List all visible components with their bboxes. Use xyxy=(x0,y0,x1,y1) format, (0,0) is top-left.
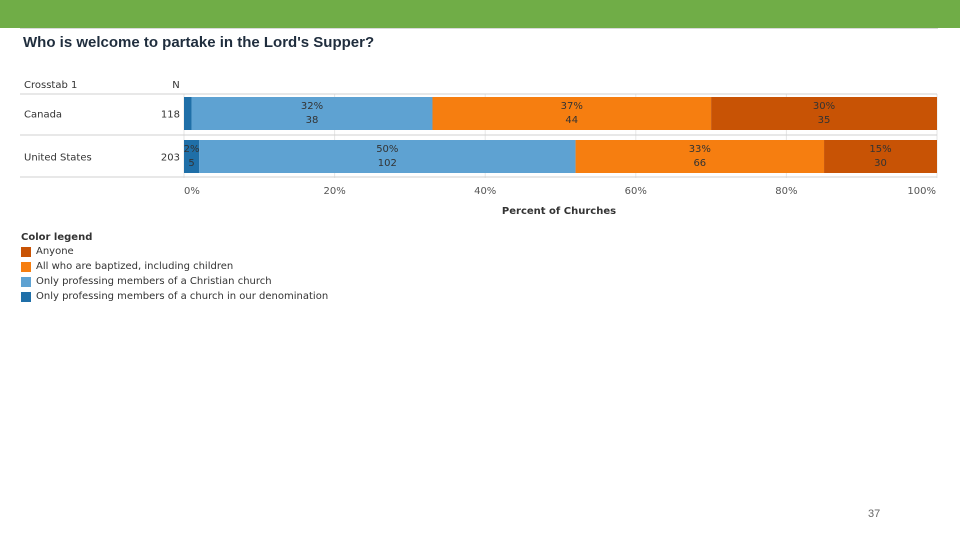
legend-swatch xyxy=(21,246,31,257)
table-header-label: Crosstab 1 xyxy=(24,80,77,91)
legend-item: Anyone xyxy=(21,244,328,259)
bar-segment xyxy=(432,97,712,130)
legend-swatch xyxy=(21,291,31,302)
x-tick-label: 0% xyxy=(184,186,200,197)
legend-items: Anyone All who are baptized, including ch… xyxy=(21,244,328,304)
bar-segment xyxy=(824,140,937,173)
legend-item: All who are baptized, including children xyxy=(21,259,328,274)
bar-pct-label: 37% xyxy=(561,101,583,112)
bar-segment xyxy=(575,140,825,173)
x-tick-label: 20% xyxy=(323,186,345,197)
bar-count-label: 44 xyxy=(565,115,578,126)
x-tick-label: 40% xyxy=(474,186,496,197)
x-tick-label: 60% xyxy=(625,186,647,197)
legend-label: Anyone xyxy=(36,246,74,257)
bar-pct-label: 32% xyxy=(301,101,323,112)
bar-count-label: 38 xyxy=(306,115,319,126)
bar-count-label: 5 xyxy=(188,158,194,169)
legend-label: Only professing members of a Christian c… xyxy=(36,276,272,287)
legend-swatch xyxy=(21,261,31,272)
legend-item: Only professing members of a Christian c… xyxy=(21,274,328,289)
row-n-value: 203 xyxy=(161,153,180,164)
bar-segment xyxy=(711,97,937,130)
x-axis-title: Percent of Churches xyxy=(502,206,616,217)
bar-count-label: 30 xyxy=(874,158,887,169)
page-number: 37 xyxy=(868,508,881,520)
stacked-bar-chart: Crosstab 1 N Canada 118 32% 38 37% 44 30% 35 Unite… xyxy=(20,80,938,217)
bar-segment xyxy=(184,97,192,130)
bar-pct-label: 15% xyxy=(869,144,891,155)
table-header-n: N xyxy=(172,80,179,91)
bar-segment xyxy=(199,140,576,173)
bar-count-label: 66 xyxy=(693,158,706,169)
top-accent-bar xyxy=(0,0,960,28)
legend-title: Color legend xyxy=(21,232,93,243)
title-divider xyxy=(20,28,938,29)
x-tick-label: 100% xyxy=(907,186,936,197)
bar-pct-label: 2% xyxy=(184,144,200,155)
bar-count-label: 35 xyxy=(818,115,831,126)
legend-label: All who are baptized, including children xyxy=(36,261,234,272)
legend-swatch xyxy=(21,276,31,287)
bar-pct-label: 50% xyxy=(376,144,398,155)
bar-segment xyxy=(191,97,433,130)
row-label: Canada xyxy=(24,110,62,121)
bar-segment xyxy=(184,140,200,173)
row-n-value: 118 xyxy=(161,110,180,121)
legend-label: Only professing members of a church in o… xyxy=(36,291,329,302)
bar-pct-label: 30% xyxy=(813,101,835,112)
x-tick-label: 80% xyxy=(775,186,797,197)
legend-item: Only professing members of a church in o… xyxy=(21,289,328,304)
bar-count-label: 102 xyxy=(378,158,397,169)
color-legend: Color legend Anyone All who are baptized,… xyxy=(21,232,328,304)
bar-pct-label: 33% xyxy=(689,144,711,155)
row-label: United States xyxy=(24,153,92,164)
slide-title: Who is welcome to partake in the Lord's … xyxy=(23,34,375,51)
